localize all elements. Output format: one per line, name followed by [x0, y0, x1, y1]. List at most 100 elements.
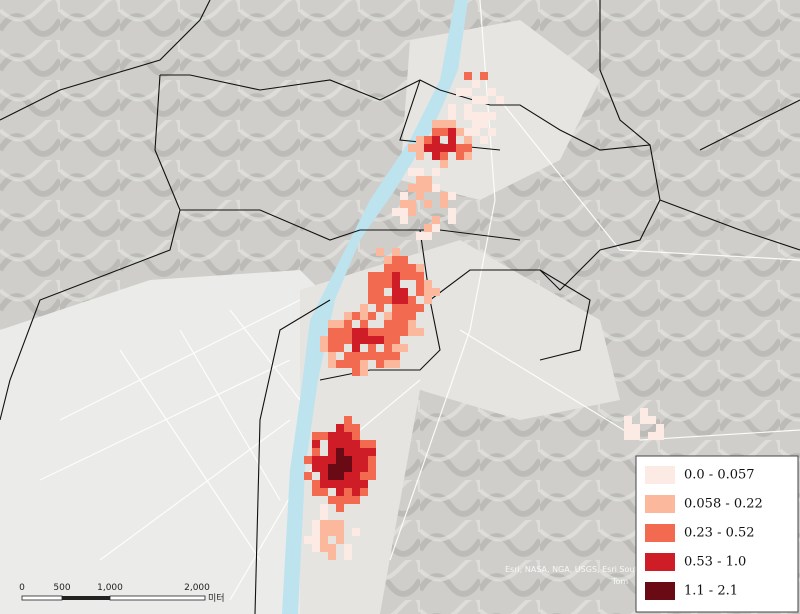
- density-cell: [344, 360, 352, 368]
- density-cell: [448, 144, 456, 152]
- density-cell: [488, 88, 496, 96]
- density-cell: [400, 288, 408, 296]
- density-cell: [328, 528, 336, 536]
- density-cell: [360, 304, 368, 312]
- density-cell: [376, 272, 384, 280]
- legend-label: 0.058 - 0.22: [684, 497, 763, 512]
- density-cell: [416, 184, 424, 192]
- legend-swatch: [645, 524, 675, 542]
- density-cell: [328, 336, 336, 344]
- density-cell: [464, 72, 472, 80]
- density-cell: [336, 528, 344, 536]
- density-cell: [344, 488, 352, 496]
- density-cell: [360, 360, 368, 368]
- legend-swatch: [645, 582, 675, 600]
- density-cell: [352, 368, 360, 376]
- density-cell: [440, 120, 448, 128]
- density-cell: [392, 208, 400, 216]
- scale-unit: 미터: [208, 593, 225, 604]
- density-cell: [464, 104, 472, 112]
- density-cell: [336, 432, 344, 440]
- density-cell: [352, 336, 360, 344]
- density-cell: [392, 328, 400, 336]
- density-cell: [416, 288, 424, 296]
- legend-swatch: [645, 495, 675, 513]
- density-cell: [416, 192, 424, 200]
- density-cell: [360, 328, 368, 336]
- density-cell: [392, 336, 400, 344]
- density-cell: [352, 488, 360, 496]
- density-cell: [336, 360, 344, 368]
- density-cell: [480, 136, 488, 144]
- density-cell: [336, 440, 344, 448]
- density-cell: [496, 96, 504, 104]
- density-cell: [432, 136, 440, 144]
- density-cell: [416, 176, 424, 184]
- legend-label: 0.23 - 0.52: [684, 526, 755, 541]
- density-cell: [424, 296, 432, 304]
- density-cell: [448, 208, 456, 216]
- density-cell: [624, 432, 632, 440]
- density-cell: [352, 312, 360, 320]
- density-cell: [360, 320, 368, 328]
- density-cell: [392, 312, 400, 320]
- density-cell: [384, 256, 392, 264]
- density-cell: [376, 280, 384, 288]
- density-cell: [392, 296, 400, 304]
- density-cell: [352, 496, 360, 504]
- density-cell: [432, 168, 440, 176]
- density-cell: [416, 304, 424, 312]
- density-cell: [368, 280, 376, 288]
- density-cell: [624, 416, 632, 424]
- scale-label: 1,000: [97, 583, 123, 593]
- density-cell: [456, 152, 464, 160]
- density-cell: [400, 296, 408, 304]
- density-cell: [440, 192, 448, 200]
- valley-plain: [0, 270, 330, 614]
- density-cell: [384, 296, 392, 304]
- density-cell: [312, 528, 320, 536]
- density-cell: [344, 552, 352, 560]
- density-cell: [368, 328, 376, 336]
- density-cell: [392, 304, 400, 312]
- density-cell: [384, 272, 392, 280]
- density-cell: [464, 112, 472, 120]
- density-cell: [408, 296, 416, 304]
- density-cell: [400, 216, 408, 224]
- density-cell: [328, 360, 336, 368]
- density-cell: [344, 328, 352, 336]
- density-cell: [344, 544, 352, 552]
- density-cell: [440, 144, 448, 152]
- density-cell: [328, 464, 336, 472]
- density-cell: [392, 288, 400, 296]
- density-cell: [344, 456, 352, 464]
- attribution: Tom: [611, 577, 628, 586]
- density-cell: [368, 296, 376, 304]
- density-cell: [392, 264, 400, 272]
- scale-segment: [21, 595, 63, 601]
- density-cell: [416, 272, 424, 280]
- density-cell: [448, 112, 456, 120]
- density-cell: [392, 360, 400, 368]
- density-cell: [416, 152, 424, 160]
- density-cell: [352, 344, 360, 352]
- legend-swatch: [645, 466, 675, 484]
- density-cell: [424, 136, 432, 144]
- density-cell: [312, 544, 320, 552]
- density-cell: [392, 248, 400, 256]
- density-cell: [360, 464, 368, 472]
- density-cell: [368, 440, 376, 448]
- density-cell: [648, 432, 656, 440]
- density-cell: [640, 408, 648, 416]
- density-cell: [648, 416, 656, 424]
- density-cell: [320, 456, 328, 464]
- density-cell: [360, 368, 368, 376]
- density-cell: [320, 520, 328, 528]
- density-cell: [328, 352, 336, 360]
- density-cell: [400, 312, 408, 320]
- density-cell: [384, 264, 392, 272]
- density-cell: [328, 496, 336, 504]
- density-cell: [312, 456, 320, 464]
- density-cell: [424, 232, 432, 240]
- density-cell: [416, 232, 424, 240]
